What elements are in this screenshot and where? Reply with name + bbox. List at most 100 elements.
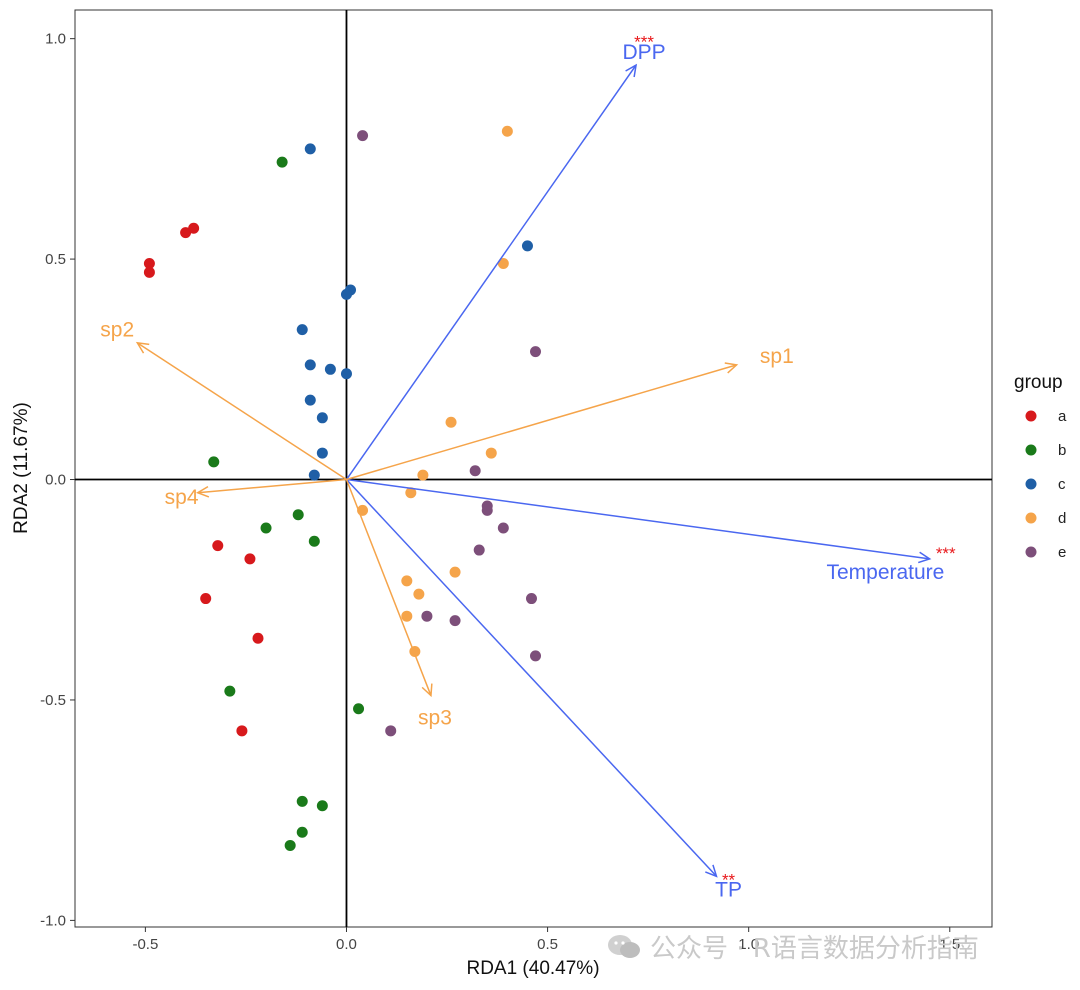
legend-key-d	[1025, 512, 1037, 524]
point-group-e	[481, 504, 493, 516]
species-arrow-sp4	[197, 478, 347, 494]
species-arrow-sp1	[346, 364, 737, 481]
point-group-d	[501, 125, 513, 137]
point-group-e	[473, 544, 485, 556]
point-group-a	[143, 257, 155, 269]
env-arrowhead-DPP	[625, 63, 638, 78]
x-tick-label: -0.5	[132, 936, 158, 953]
species-label-sp3: sp3	[418, 707, 452, 730]
significance-DPP: ***	[634, 33, 654, 52]
point-group-b	[224, 685, 236, 697]
point-group-b	[284, 839, 296, 851]
sample-points	[143, 125, 542, 851]
point-group-d	[485, 447, 497, 459]
env-label-DPP: DPP	[623, 41, 666, 64]
species-arrow-sp2	[136, 342, 347, 481]
point-group-e	[530, 650, 542, 662]
point-group-c	[296, 324, 308, 336]
env-arrow-Temperature	[346, 478, 930, 560]
watermark-text: 公众号 · R语言数据分析指南	[650, 934, 979, 964]
y-tick-label: -1.0	[40, 912, 66, 929]
point-group-a	[143, 266, 155, 278]
point-group-a	[212, 540, 224, 552]
y-axis-title: RDA2 (11.67%)	[11, 402, 32, 534]
point-group-b	[296, 795, 308, 807]
point-group-e	[449, 615, 461, 627]
x-tick-label: 0.5	[537, 936, 558, 953]
point-group-e	[530, 346, 542, 358]
env-arrow-DPP	[345, 64, 637, 480]
point-group-b	[308, 535, 320, 547]
env-arrowhead-Temperature	[918, 551, 932, 564]
point-group-d	[497, 257, 509, 269]
point-group-d	[405, 487, 417, 499]
x-tick-label: 0.0	[336, 936, 357, 953]
plot-panel	[74, 9, 993, 928]
species-arrowhead-sp3	[421, 683, 433, 698]
point-group-b	[276, 156, 288, 168]
point-group-b	[208, 456, 220, 468]
point-group-a	[252, 632, 264, 644]
env-label-Temperature: Temperature	[826, 561, 944, 584]
legend-label-a: a	[1058, 408, 1067, 425]
species-label-sp1: sp1	[760, 345, 794, 368]
x-tick-label: 1.0	[738, 936, 759, 953]
point-group-d	[413, 588, 425, 600]
legend-label-d: d	[1058, 510, 1066, 527]
significance-TP: **	[722, 870, 736, 889]
point-group-c	[308, 469, 320, 481]
axis-ticks: -0.5 0.0 0.5 1.0 1.5 -1.0 -0.5 0.0 0.5 1.0	[40, 31, 960, 953]
legend-key-c	[1025, 478, 1037, 490]
reference-lines	[75, 10, 992, 927]
point-group-e	[525, 593, 537, 605]
point-group-e	[497, 522, 509, 534]
legend-label-b: b	[1058, 442, 1066, 459]
env-arrow-TP	[345, 479, 718, 877]
point-group-c	[340, 368, 352, 380]
point-group-e	[421, 610, 433, 622]
legend-key-e	[1025, 546, 1037, 558]
legend-label-c: c	[1058, 476, 1066, 493]
point-group-c	[304, 394, 316, 406]
point-group-d	[445, 416, 457, 428]
x-tick-label: 1.5	[939, 936, 960, 953]
point-group-d	[449, 566, 461, 578]
point-group-b	[292, 509, 304, 521]
point-group-b	[353, 703, 365, 715]
point-group-d	[401, 575, 413, 587]
point-group-d	[417, 469, 429, 481]
y-tick-label: 1.0	[45, 31, 66, 48]
legend-key-b	[1025, 444, 1037, 456]
point-group-c	[340, 288, 352, 300]
point-group-b	[296, 826, 308, 838]
species-arrow-sp3	[345, 479, 432, 696]
point-group-a	[180, 227, 192, 239]
species-arrowhead-sp1	[724, 362, 739, 374]
species-arrowhead-sp4	[195, 485, 210, 498]
point-group-c	[316, 412, 328, 424]
point-group-b	[316, 800, 328, 812]
point-group-a	[244, 553, 256, 565]
species-label-sp4: sp4	[165, 486, 199, 509]
y-tick-label: -0.5	[40, 692, 66, 709]
species-label-sp2: sp2	[100, 319, 134, 342]
legend-label-e: e	[1058, 544, 1066, 561]
point-group-c	[304, 359, 316, 371]
point-group-a	[236, 725, 248, 737]
significance-Temperature: ***	[936, 544, 956, 563]
point-group-c	[316, 447, 328, 459]
point-group-c	[521, 240, 533, 252]
point-group-b	[260, 522, 272, 534]
point-group-a	[188, 222, 200, 234]
point-group-a	[200, 593, 212, 605]
point-group-c	[304, 143, 316, 155]
watermark: 公众号 · R语言数据分析指南	[606, 928, 979, 965]
y-tick-label: 0.5	[45, 251, 66, 268]
point-group-d	[401, 610, 413, 622]
legend-title: group	[1014, 372, 1063, 393]
env-label-TP: TP	[715, 879, 742, 902]
species-arrowhead-sp2	[135, 341, 150, 354]
